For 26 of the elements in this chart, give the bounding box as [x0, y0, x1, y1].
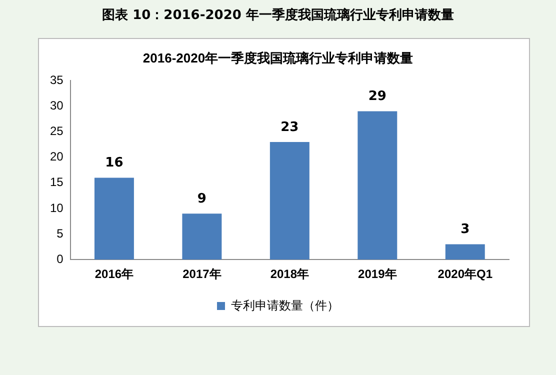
y-tick-label: 25: [50, 124, 64, 138]
data-label: 23: [280, 120, 299, 135]
y-tick-label: 20: [50, 150, 64, 164]
x-tick-label: 2016年: [94, 267, 134, 282]
x-tick-label: 2018年: [270, 267, 310, 282]
x-tick-label: 2017年: [182, 267, 222, 282]
x-tick-label: 2019年: [358, 267, 397, 282]
y-tick-label: 30: [50, 98, 64, 112]
bar: [358, 111, 398, 260]
y-tick-label: 0: [56, 252, 64, 266]
y-tick-label: 5: [56, 226, 64, 240]
bar: [445, 244, 485, 260]
y-tick-label: 10: [50, 200, 64, 215]
chart-title: 2016-2020年一季度我国琉璃行业专利申请数量: [142, 50, 414, 66]
y-tick-label: 15: [50, 175, 64, 190]
bar: [94, 178, 134, 260]
y-tick-label: 35: [50, 72, 64, 87]
legend-label: 专利申请数量（件）: [231, 298, 339, 312]
data-label: 16: [105, 156, 124, 171]
x-tick-label: 2020年Q1: [438, 267, 493, 282]
data-label: 29: [368, 89, 386, 104]
bar: [182, 214, 222, 260]
text: 图表 10：2016-2020 年一季度我国琉璃行业专利申请数量: [101, 6, 455, 24]
data-label: 3: [460, 222, 470, 238]
data-label: 9: [197, 191, 206, 206]
bar: [270, 142, 310, 260]
